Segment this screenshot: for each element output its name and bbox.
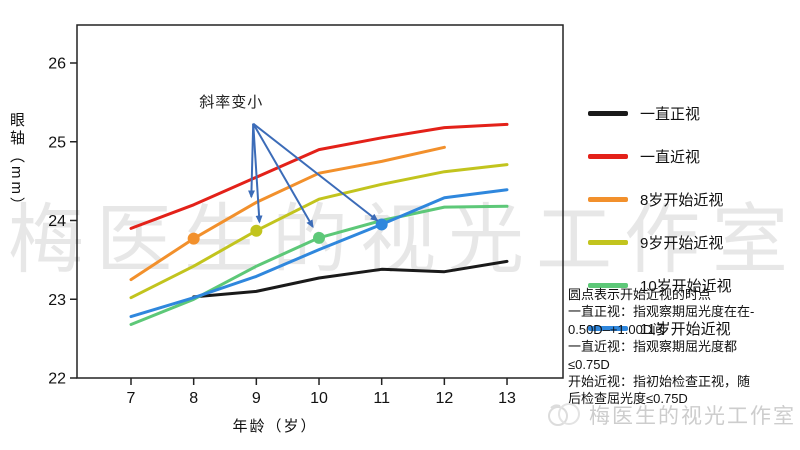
legend-swatch [588,154,628,159]
note-line: 圆点表示开始近视的时点 [568,287,712,302]
y-tick-label: 22 [48,371,66,388]
brand-name: 梅医生的视光工作室 [589,404,796,428]
note-line: 后检查屈光度≤0.75D [568,391,688,407]
annotation-text: 斜率变小 [199,94,263,111]
note-line: 开始近视：指初始检查正视，随 [568,374,751,390]
onset-dot [313,231,326,244]
legend-label: 10岁开始近视 [640,278,732,295]
note-line: ≤0.75D [568,356,610,372]
series-line [129,204,509,326]
x-axis-label: 年龄（岁） [232,418,318,435]
legend-swatch [588,283,628,288]
series-line [129,188,509,319]
legend-item: 11岁开始近视 [588,307,732,350]
x-tick-label: 11 [373,390,390,407]
legend-item: 9岁开始近视 [588,221,732,264]
x-tick-label: 13 [498,390,516,407]
onset-dot [187,232,200,245]
legend-item: 8岁开始近视 [588,178,732,221]
onset-dot [375,218,388,231]
note-line: 一直正视：指观察期屈光度在在- [568,304,755,320]
plot-frame [76,24,564,379]
y-tick-label: 24 [48,213,66,230]
annotation-arrow [247,123,255,199]
note-line: 0.50D–+1.00D间 [568,321,666,337]
annotation-arrow [252,123,263,224]
y-tick-label: 25 [48,134,66,151]
y-axis-label: 眼轴（mm） [8,112,25,215]
legend-label: 8岁开始近视 [640,192,724,209]
brand-logo-icon [548,403,580,426]
onset-dot [250,224,263,237]
annotation-arrow [252,122,379,222]
series-line [192,259,509,299]
brand-footer: 梅医生的视光工作室 [545,400,796,430]
legend-item: 10岁开始近视 [588,264,732,307]
legend-swatch [588,111,628,116]
x-tick-label: 7 [127,390,136,407]
x-tick-label: 12 [435,390,453,407]
legend-swatch [588,326,628,331]
legend-label: 11岁开始近视 [640,321,731,338]
legend-label: 一直近视 [640,149,701,166]
y-tick-label: 26 [48,56,66,73]
series-line [129,163,509,300]
annotation-arrow [252,123,314,229]
legend: 一直正视一直近视 8岁开始近视 9岁开始近视 10岁开始近视 11岁开始近视 [588,92,732,350]
series-line [129,122,509,230]
y-tick-label: 23 [48,292,66,309]
x-tick-label: 10 [310,390,328,407]
legend-label: 一直正视 [640,106,701,123]
legend-swatch [588,240,628,245]
legend-item: 一直近视 [588,135,732,178]
notes-block: 圆点表示开始近视的时点一直正视：指观察期屈光度在在- 0.50D–+1.00D间一… [568,286,798,408]
note-line: 一直近视：指观察期屈光度都 [568,339,738,355]
legend-label: 9岁开始近视 [640,235,724,252]
legend-swatch [588,197,628,202]
series-line [129,145,446,282]
x-tick-label: 8 [189,390,198,407]
x-tick-label: 9 [252,390,261,407]
legend-item: 一直正视 [588,92,732,135]
